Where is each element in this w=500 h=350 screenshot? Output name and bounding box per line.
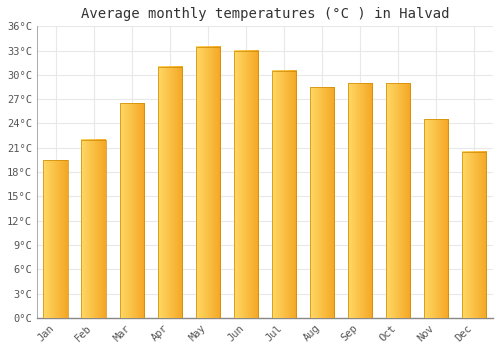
Bar xyxy=(462,152,486,318)
Bar xyxy=(272,71,296,318)
Bar xyxy=(82,140,106,318)
Bar xyxy=(234,51,258,318)
Bar xyxy=(196,47,220,318)
Bar xyxy=(310,87,334,318)
Bar xyxy=(158,67,182,318)
Title: Average monthly temperatures (°C ) in Halvad: Average monthly temperatures (°C ) in Ha… xyxy=(80,7,449,21)
Bar xyxy=(120,103,144,318)
Bar xyxy=(386,83,410,318)
Bar xyxy=(424,119,448,318)
Bar xyxy=(348,83,372,318)
Bar xyxy=(44,160,68,318)
